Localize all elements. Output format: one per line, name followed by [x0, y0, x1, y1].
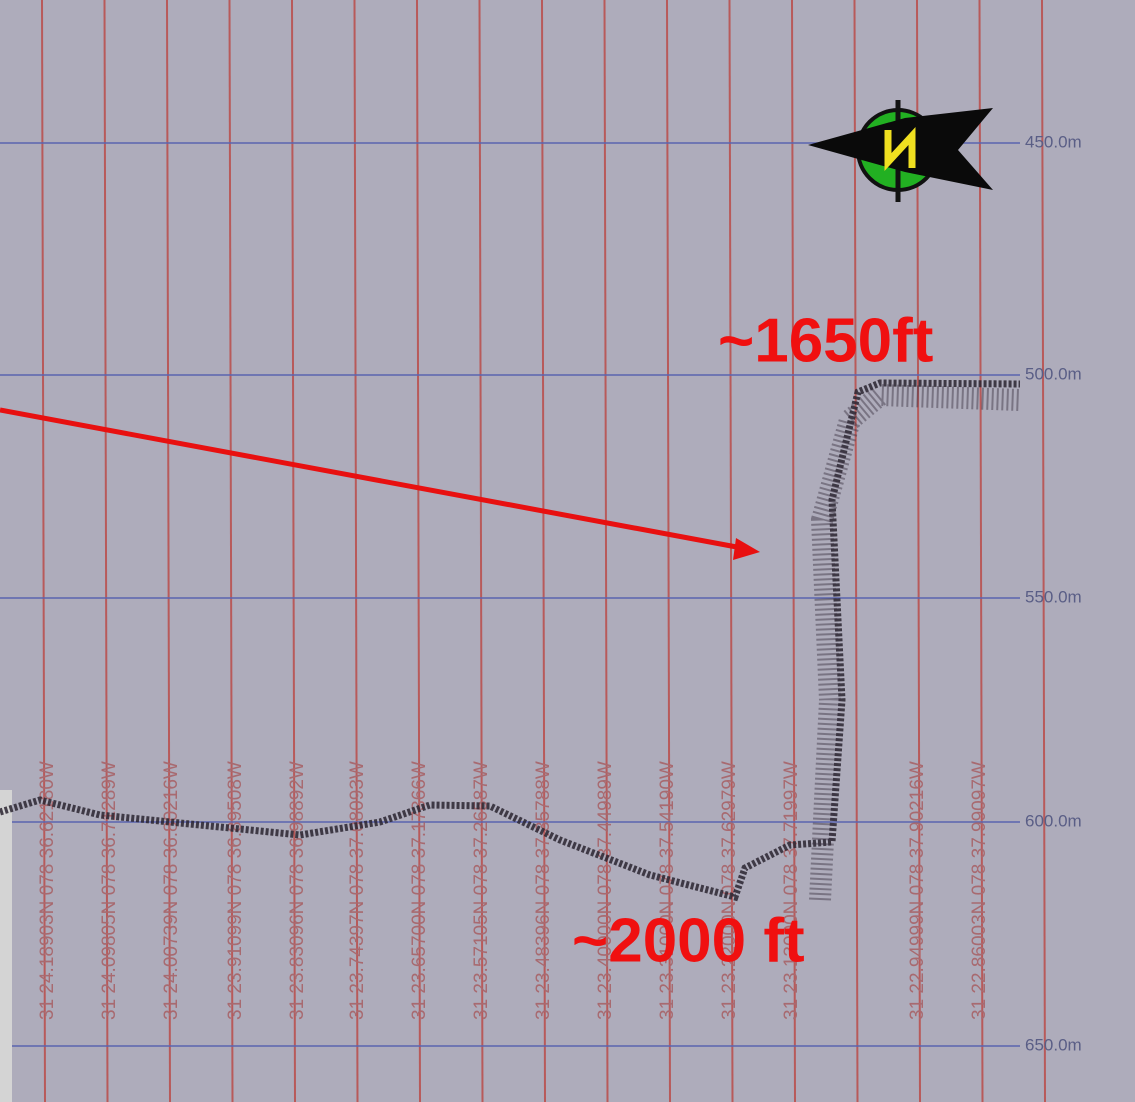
- depth-label: 550.0m: [1025, 587, 1082, 606]
- track-line: [103, 0, 109, 1102]
- track-line: [853, 0, 859, 1102]
- side-panel: [0, 790, 12, 1102]
- track-label: 31 24.18903N 078 36.62180W: [37, 761, 58, 1020]
- track-label: 31 23.40000N 078 37.44989W: [595, 761, 616, 1020]
- track-label: 31 23.48396N 078 37.35788W: [533, 761, 554, 1020]
- track-line: [478, 0, 484, 1102]
- labels: 450.0m 500.0m 550.0m 600.0m 650.0m 31 24.1890…: [37, 132, 1082, 1054]
- arrow-head: [733, 538, 760, 560]
- depth-label: 650.0m: [1025, 1035, 1082, 1054]
- track-line: [416, 0, 421, 1102]
- track-line: [228, 0, 234, 1102]
- compass: [808, 100, 993, 202]
- seabed-trace: [0, 379, 1021, 902]
- track-label: 31 23.83096N 078 36.98892W: [287, 761, 308, 1020]
- track-line: [603, 0, 609, 1102]
- track-line: [353, 0, 359, 1102]
- track-label: 31 23.22000N 078 37.62979W: [719, 761, 740, 1020]
- track-line: [728, 0, 734, 1102]
- arrow-line: [0, 407, 743, 551]
- track-label: 31 23.91099N 078 36.89508W: [225, 761, 246, 1020]
- track-line: [166, 0, 171, 1102]
- track-label: 31 23.57105N 078 37.26587W: [471, 761, 492, 1020]
- track-label: 31 23.65700N 078 37.17366W: [409, 761, 430, 1020]
- echo-scatter: [809, 383, 1021, 901]
- track-line: [791, 0, 796, 1102]
- track-label: 31 22.86003N 078 37.99097W: [969, 761, 990, 1020]
- floor-depth-note: ~2000 ft: [572, 906, 805, 975]
- track-label: 31 24.09805N 078 36.71289W: [99, 761, 120, 1020]
- compass-n: [884, 127, 916, 171]
- track-label: 31 23.31000N 078 37.54190W: [657, 761, 678, 1020]
- track-line: [291, 0, 296, 1102]
- track-label: 31 23.13000N 078 37.71997W: [781, 761, 802, 1020]
- track-label: 31 23.74397N 078 37.08093W: [347, 761, 368, 1020]
- track-label: 31 22.94999N 078 37.90216W: [907, 761, 928, 1020]
- echo-profile: [0, 379, 1021, 902]
- grid: [0, 0, 1046, 1102]
- arrow: [0, 407, 760, 560]
- track-line: [1041, 0, 1046, 1102]
- track-line: [41, 0, 46, 1102]
- track-label: 31 24.00739N 078 36.80216W: [161, 761, 182, 1020]
- depth-label: 450.0m: [1025, 132, 1082, 151]
- track-line: [666, 0, 671, 1102]
- track-line: [541, 0, 546, 1102]
- depth-label: 500.0m: [1025, 364, 1082, 383]
- depth-label: 600.0m: [1025, 811, 1082, 830]
- shelf-depth-note: ~1650ft: [718, 306, 933, 375]
